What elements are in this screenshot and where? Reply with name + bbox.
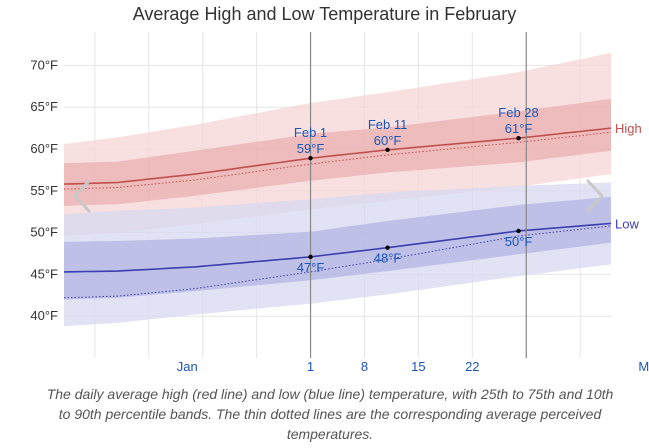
annotation-point	[516, 228, 521, 234]
low-perceived-line	[63, 225, 612, 299]
text-layer: 40°F 45°F 50°F 55°F 60°F 65°F 70°F High Low Feb 1…	[30, 57, 649, 374]
low-series-label: Low	[615, 216, 639, 231]
annotation-value: 61°F	[505, 121, 533, 136]
annotation-point	[308, 156, 313, 161]
annotation-date: Feb 1	[294, 125, 327, 140]
x-tick-label: 15	[411, 359, 425, 374]
annotation-date: Feb 11	[368, 117, 408, 132]
band-layer	[64, 52, 611, 327]
y-tick-label: 65°F	[30, 99, 58, 114]
y-tick-label: 55°F	[30, 183, 58, 198]
x-tick-label: 8	[361, 359, 368, 374]
high-perceived-line	[63, 131, 612, 190]
x-tick-label: Jan	[177, 359, 198, 374]
chevron-left-icon[interactable]	[73, 179, 91, 213]
annotation-point	[385, 245, 390, 250]
marker-layer	[308, 32, 527, 358]
annotation-value: 50°F	[505, 234, 533, 249]
chevron-right-icon[interactable]	[586, 179, 604, 213]
annotation-value: 48°F	[374, 251, 402, 266]
annotation-date: Feb 28	[498, 105, 538, 120]
annotation-value: 59°F	[297, 141, 325, 156]
y-tick-label: 70°F	[30, 57, 58, 72]
chart-caption: The daily average high (red line) and lo…	[46, 386, 614, 442]
temperature-chart: 40°F 45°F 50°F 55°F 60°F 65°F 70°F High Low Feb 1…	[30, 32, 649, 374]
x-tick-label: 22	[465, 359, 479, 374]
x-tick-label: Mar	[638, 359, 649, 374]
annotation-value: 47°F	[297, 260, 325, 275]
annotation-value: 60°F	[374, 133, 402, 148]
annotation-point	[385, 147, 390, 153]
low-band-25-75	[64, 196, 611, 300]
x-tick-label: 1	[307, 359, 314, 374]
y-tick-label: 60°F	[30, 141, 58, 156]
annotation-point	[308, 254, 313, 260]
y-tick-label: 45°F	[30, 266, 58, 281]
nav-layer[interactable]	[73, 179, 604, 213]
y-tick-label: 50°F	[30, 225, 58, 240]
high-series-label: High	[615, 121, 642, 136]
annotation-point	[516, 135, 521, 141]
chart-title: Average High and Low Temperature in Febr…	[132, 4, 517, 24]
y-tick-label: 40°F	[30, 308, 58, 323]
